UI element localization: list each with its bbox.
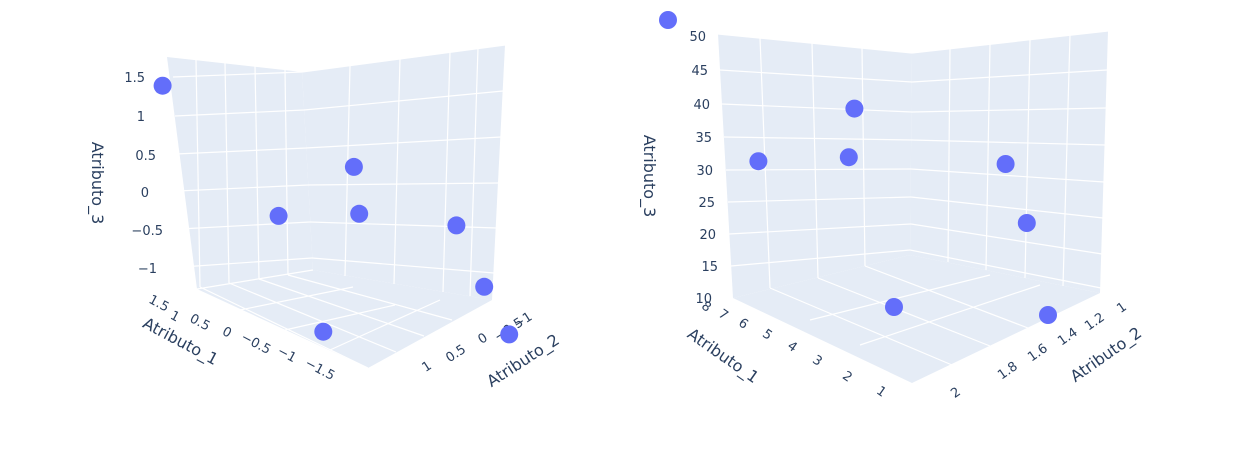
- z-tick: 25: [698, 196, 715, 211]
- z-tick: 40: [693, 98, 710, 113]
- scatter-point[interactable]: [996, 155, 1015, 173]
- floor-pane: [197, 270, 492, 368]
- scene-2-markers: [659, 11, 1057, 324]
- scatter-point[interactable]: [475, 277, 494, 296]
- x-tick: −0.5: [238, 330, 273, 358]
- scatter-point[interactable]: [839, 148, 858, 167]
- x-tick: −1: [275, 344, 299, 366]
- x-tick: 1: [873, 384, 888, 401]
- scene-2: 50 45 40 35 30 25 20 15 10 Atributo_3 8 …: [639, 11, 1146, 402]
- scene-1: 1.5 1 0.5 0 −0.5 −1 Atributo_3 1.5 1 0.5…: [87, 44, 563, 392]
- z-tick: −0.5: [131, 224, 163, 239]
- scatter-point[interactable]: [153, 76, 172, 95]
- scene-1-grid: [172, 44, 506, 369]
- y-axis-title: Atributo_2: [1067, 323, 1146, 387]
- scatter-point[interactable]: [749, 152, 768, 171]
- x-axis-title: Atributo_1: [683, 324, 762, 388]
- z-tick: −1: [138, 262, 157, 277]
- x-tick: 1.5: [146, 292, 171, 315]
- z-tick: 1.5: [124, 71, 145, 86]
- back-wall-x: [167, 57, 313, 289]
- z-axis-title: Atributo_3: [87, 142, 107, 225]
- z-tick: 1: [137, 110, 145, 125]
- y-tick: 1.6: [1025, 341, 1051, 365]
- x-tick: 6: [735, 316, 750, 333]
- z-tick: 30: [696, 164, 713, 179]
- x-tick: 7: [715, 307, 730, 324]
- y-tick: 0.5: [443, 342, 469, 366]
- y-tick: 1: [420, 359, 435, 376]
- z-tick: 0.5: [135, 149, 156, 164]
- z-axis-title: Atributo_3: [639, 135, 659, 218]
- x-tick: 0: [219, 324, 233, 341]
- y-tick: 1.4: [1055, 325, 1081, 349]
- x-tick: 3: [809, 353, 824, 370]
- scatter-point[interactable]: [845, 99, 864, 118]
- scatter-point[interactable]: [314, 322, 333, 341]
- scene-1-markers: [153, 76, 519, 344]
- back-wall-y: [302, 45, 505, 300]
- scatter-point[interactable]: [269, 206, 288, 225]
- z-tick: 15: [701, 260, 718, 275]
- scene-1-z-ticks: 1.5 1 0.5 0 −0.5 −1: [124, 71, 163, 277]
- scatter-point[interactable]: [1039, 306, 1057, 324]
- z-tick: 35: [695, 131, 712, 146]
- y-tick: 2: [948, 385, 963, 402]
- scatter-point[interactable]: [885, 298, 903, 316]
- x-tick: −1.5: [302, 356, 337, 384]
- scatter-point[interactable]: [1017, 214, 1036, 232]
- z-tick: 0: [141, 186, 149, 201]
- scatter-point[interactable]: [500, 325, 519, 344]
- z-tick: 45: [691, 64, 708, 79]
- floor-pane: [733, 255, 1100, 383]
- x-tick: 5: [759, 327, 774, 344]
- scatter-point[interactable]: [350, 204, 369, 223]
- z-tick: 50: [689, 30, 706, 45]
- scatter-point[interactable]: [447, 216, 466, 235]
- z-tick: 10: [695, 292, 712, 307]
- y-tick: 0: [476, 331, 491, 348]
- scatter-point[interactable]: [659, 11, 677, 29]
- z-tick: 20: [699, 228, 716, 243]
- x-tick: 2: [839, 369, 854, 386]
- y-tick: 1.8: [995, 359, 1021, 383]
- x-tick: 0.5: [187, 311, 212, 334]
- y-tick: 1.2: [1082, 310, 1108, 334]
- scatter-point[interactable]: [344, 157, 363, 176]
- x-tick: 1: [167, 308, 181, 325]
- x-tick: 4: [784, 339, 799, 356]
- scene-2-z-ticks: 50 45 40 35 30 25 20 15 10: [689, 30, 718, 307]
- y-tick: 1: [1114, 300, 1129, 317]
